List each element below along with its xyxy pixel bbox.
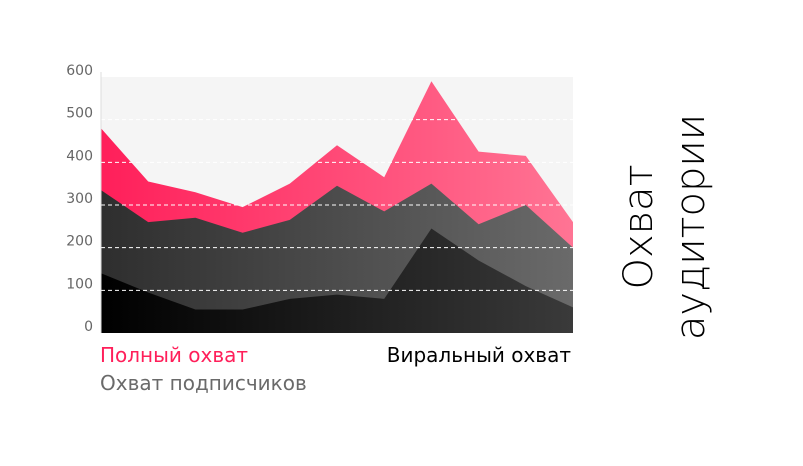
y-tick-label: 400 [66,148,93,164]
legend-entry: Полный охват [100,343,249,367]
chart-title: Охват аудитории [616,113,714,341]
y-tick-label: 0 [84,319,93,335]
area [101,228,573,333]
y-tick-label: 500 [66,106,93,122]
legend-entry: Охват подписчиков [100,371,307,395]
legend-entry: Виральный охват [386,343,571,367]
y-tick-label: 200 [66,234,93,250]
y-tick-label: 300 [66,191,93,207]
y-tick-label: 600 [66,63,93,79]
y-tick-label: 100 [66,276,93,292]
